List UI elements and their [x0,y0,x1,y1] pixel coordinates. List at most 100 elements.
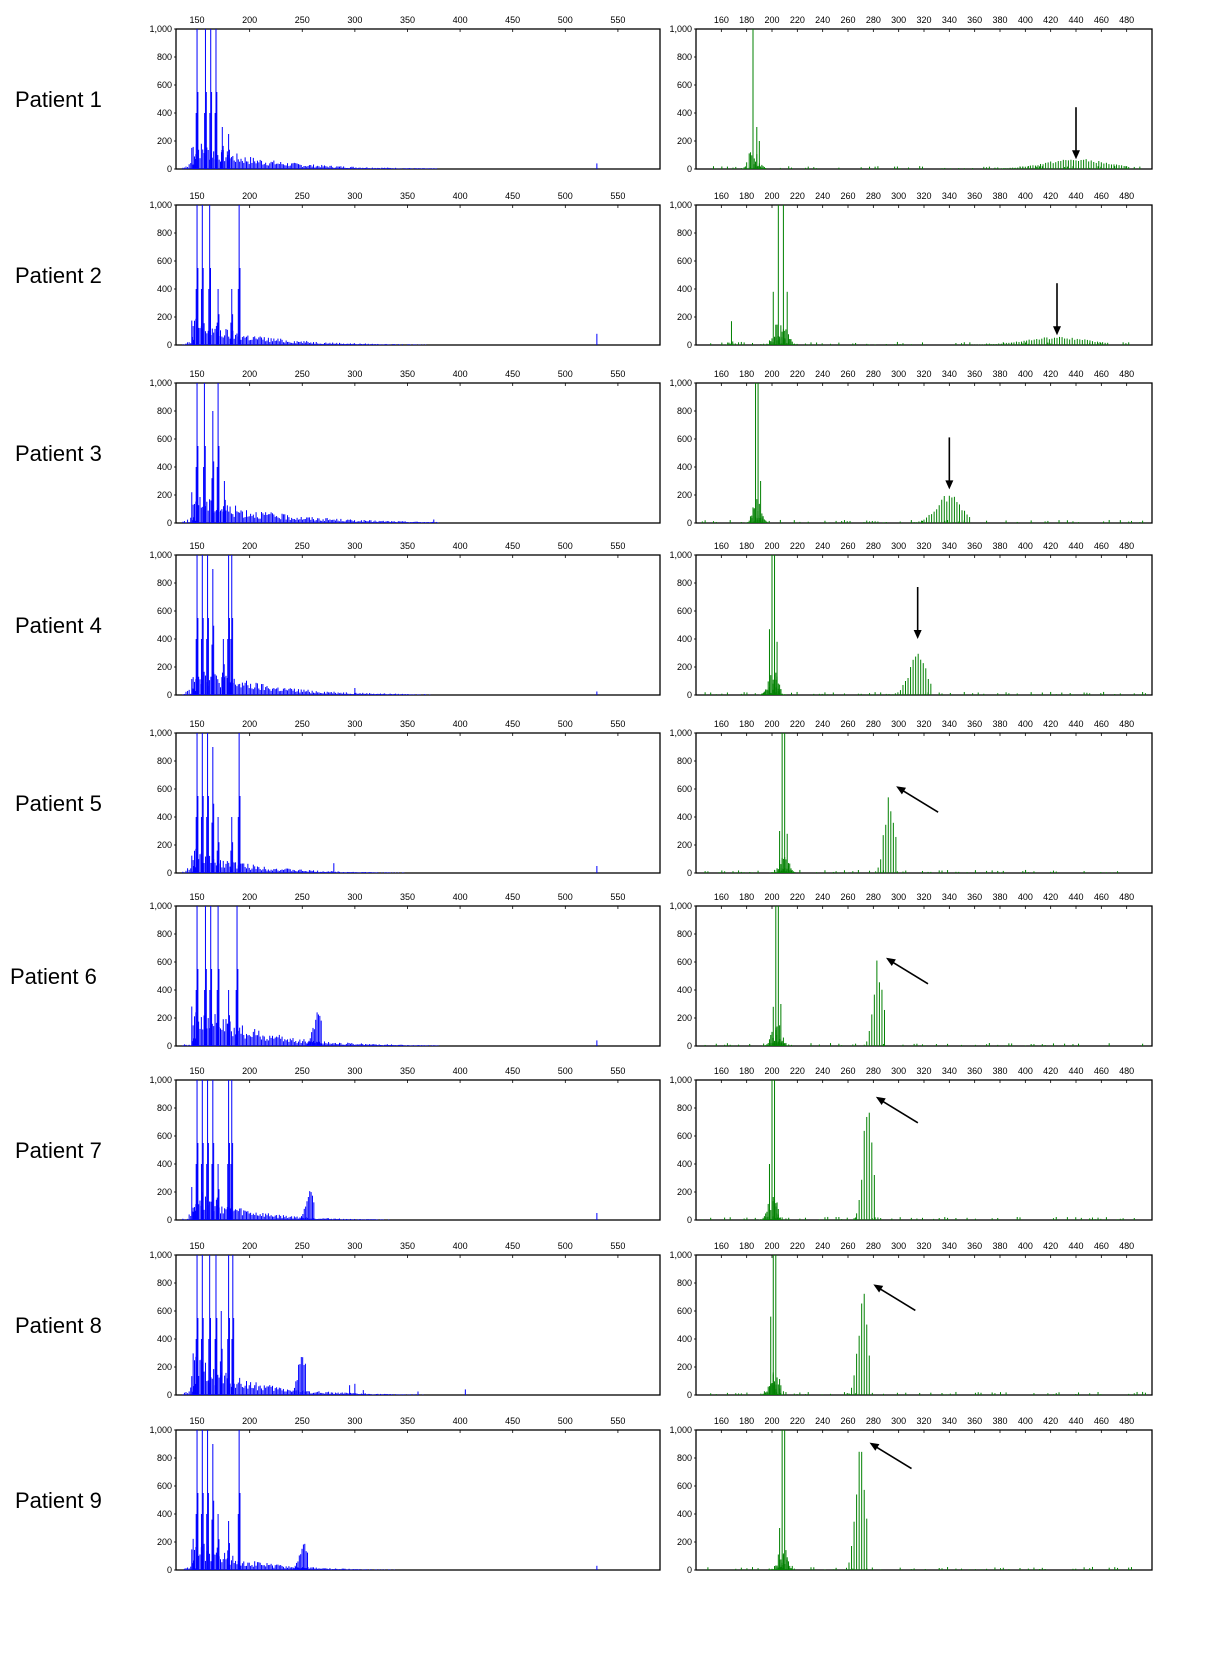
y-tick-label: 400 [157,1159,172,1169]
y-tick-label: 0 [167,164,172,174]
x-tick-label: 460 [1094,892,1109,902]
y-tick-label: 600 [677,1131,692,1141]
x-tick-label: 480 [1119,1066,1134,1076]
x-tick-label: 350 [400,369,415,379]
x-tick-label: 340 [942,892,957,902]
x-tick-label: 400 [453,892,468,902]
y-tick-label: 0 [687,690,692,700]
diagonal-arrow-head [869,1442,880,1451]
x-tick-label: 260 [840,369,855,379]
x-tick-label: 180 [739,1241,754,1251]
x-tick-label: 500 [558,191,573,201]
y-tick-label: 800 [157,1103,172,1113]
x-tick-label: 240 [815,719,830,729]
x-tick-label: 460 [1094,1066,1109,1076]
x-tick-label: 400 [1018,1416,1033,1426]
x-tick-label: 200 [242,719,257,729]
x-tick-label: 220 [790,1241,805,1251]
y-tick-label: 400 [677,462,692,472]
x-tick-label: 280 [866,1066,881,1076]
x-tick-label: 200 [242,1066,257,1076]
y-tick-label: 800 [677,1453,692,1463]
x-tick-label: 220 [790,191,805,201]
plot-frame [695,1254,1153,1396]
x-tick-label: 260 [840,1241,855,1251]
y-tick-label: 600 [677,434,692,444]
x-tick-label: 420 [1043,1066,1058,1076]
y-tick-label: 0 [167,518,172,528]
x-tick-label: 450 [505,719,520,729]
diagonal-arrow-head [873,1284,884,1293]
x-tick-label: 400 [453,191,468,201]
y-tick-label: 600 [157,606,172,616]
y-tick-label: 0 [687,1565,692,1575]
right-panel-1: 160 180 200 220 240 260 280 300 320 340 360 380 400 4… [669,15,1153,174]
x-tick-label: 350 [400,191,415,201]
diagonal-arrow-shaft [881,1100,919,1124]
y-tick-label: 800 [157,52,172,62]
left-trace [182,1080,598,1220]
y-tick-label: 600 [677,784,692,794]
right-trace [712,29,1141,169]
x-tick-label: 450 [505,1066,520,1076]
left-panel-6: 150 200 250 300 350 400 450 500 550 0 200 400 600 800… [149,892,661,1051]
plot-frame [175,28,661,170]
y-tick-label: 0 [167,1565,172,1575]
y-tick-label: 400 [677,1159,692,1169]
left-panel-4: 150 200 250 300 350 400 450 500 550 0 200 400 600 800… [149,541,661,700]
y-tick-label: 400 [157,634,172,644]
x-tick-label: 160 [714,719,729,729]
x-tick-label: 220 [790,1416,805,1426]
x-tick-label: 180 [739,1416,754,1426]
x-tick-label: 200 [242,892,257,902]
x-tick-label: 350 [400,892,415,902]
y-tick-label: 600 [157,784,172,794]
x-tick-label: 400 [1018,892,1033,902]
x-tick-label: 250 [295,15,310,25]
x-tick-label: 360 [967,541,982,551]
x-tick-label: 380 [992,369,1007,379]
right-trace [704,906,1144,1046]
y-tick-label: 800 [157,228,172,238]
patient-label: Patient 6 [10,964,97,989]
y-tick-label: 600 [157,80,172,90]
y-tick-label: 800 [677,1103,692,1113]
y-tick-label: 1,000 [669,1250,692,1260]
x-tick-label: 480 [1119,1416,1134,1426]
y-tick-label: 200 [677,136,692,146]
x-tick-label: 360 [967,369,982,379]
x-tick-label: 300 [891,541,906,551]
y-tick-label: 600 [157,1306,172,1316]
patient-label: Patient 1 [15,87,102,112]
x-tick-label: 300 [891,191,906,201]
y-tick-label: 0 [167,868,172,878]
x-tick-label: 340 [942,15,957,25]
x-tick-label: 420 [1043,1416,1058,1426]
right-trace [704,555,1146,695]
y-tick-label: 400 [157,812,172,822]
x-tick-label: 220 [790,1066,805,1076]
x-tick-label: 260 [840,191,855,201]
x-tick-label: 180 [739,541,754,551]
x-tick-label: 460 [1094,1241,1109,1251]
right-trace [701,383,1144,523]
x-tick-label: 200 [764,892,779,902]
x-tick-label: 250 [295,892,310,902]
x-tick-label: 450 [505,892,520,902]
right-trace [710,1255,1146,1395]
y-tick-label: 400 [157,985,172,995]
patient-label: Patient 3 [15,441,102,466]
x-tick-label: 260 [840,541,855,551]
y-tick-label: 400 [157,1334,172,1344]
y-tick-label: 800 [677,756,692,766]
y-tick-label: 1,000 [149,550,172,560]
x-tick-label: 220 [790,719,805,729]
x-tick-label: 380 [992,15,1007,25]
y-tick-label: 200 [677,1187,692,1197]
plot-frame [695,905,1153,1047]
x-tick-label: 440 [1068,1416,1083,1426]
x-tick-label: 400 [1018,1241,1033,1251]
x-tick-label: 440 [1068,15,1083,25]
x-tick-label: 400 [453,719,468,729]
x-tick-label: 240 [815,369,830,379]
